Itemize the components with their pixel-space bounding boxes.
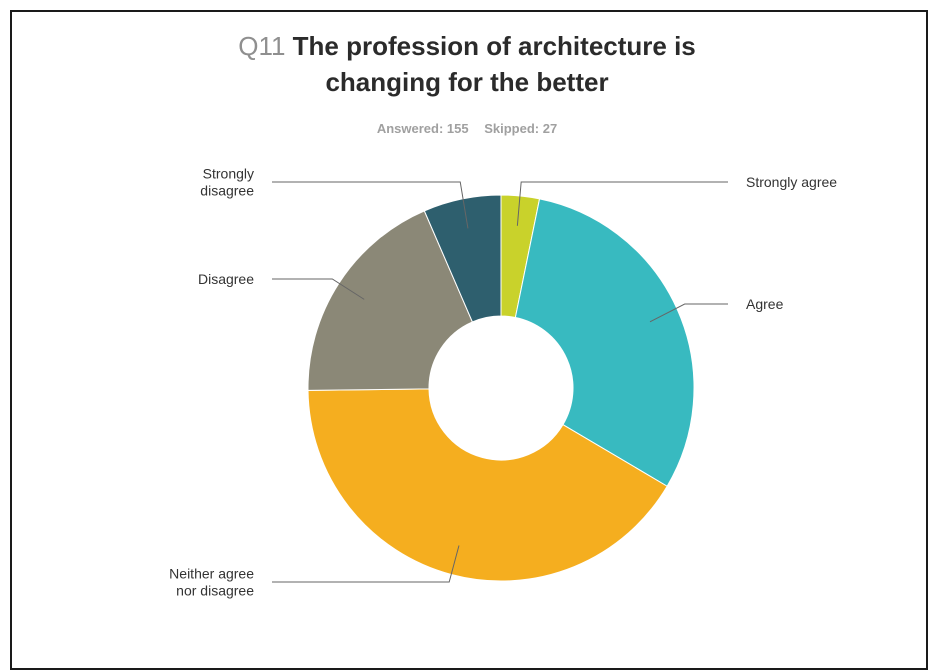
donut-chart: Strongly agree Agree Neither agree nor disa… <box>169 166 837 599</box>
label-agree: Agree <box>746 296 784 312</box>
title-text-line1: The profession of architecture is <box>292 31 696 61</box>
skipped-count: Skipped: 27 <box>484 121 558 136</box>
leader-lines <box>272 181 728 583</box>
chart-title-line2: changing for the better <box>325 67 609 97</box>
label-strongly-disagree: Strongly disagree <box>200 166 254 199</box>
slice-neither-agree-nor-disagree <box>307 388 668 582</box>
leader-line-0 <box>516 181 728 226</box>
leader-line-2 <box>272 545 460 583</box>
label-disagree: Disagree <box>198 271 254 287</box>
slice-labels: Strongly agree Agree Neither agree nor disa… <box>169 166 837 599</box>
leader-line-4 <box>272 181 469 229</box>
donut-slices <box>307 194 695 582</box>
question-number: Q11 <box>238 31 286 61</box>
leader-line-1 <box>649 303 728 323</box>
label-strongly-agree: Strongly agree <box>746 174 837 190</box>
answered-count: Answered: 155 <box>376 121 469 136</box>
slice-disagree <box>307 210 474 391</box>
response-stats: Answered: 155 Skipped: 27 <box>0 121 934 136</box>
leader-line-3 <box>272 278 365 300</box>
slice-agree <box>514 198 695 487</box>
label-neither-agree-nor-disagree: Neither agree nor disagree <box>169 566 254 599</box>
slice-strongly-disagree <box>423 194 502 323</box>
chart-title-line1: Q11 The profession of architecture is <box>0 28 934 64</box>
